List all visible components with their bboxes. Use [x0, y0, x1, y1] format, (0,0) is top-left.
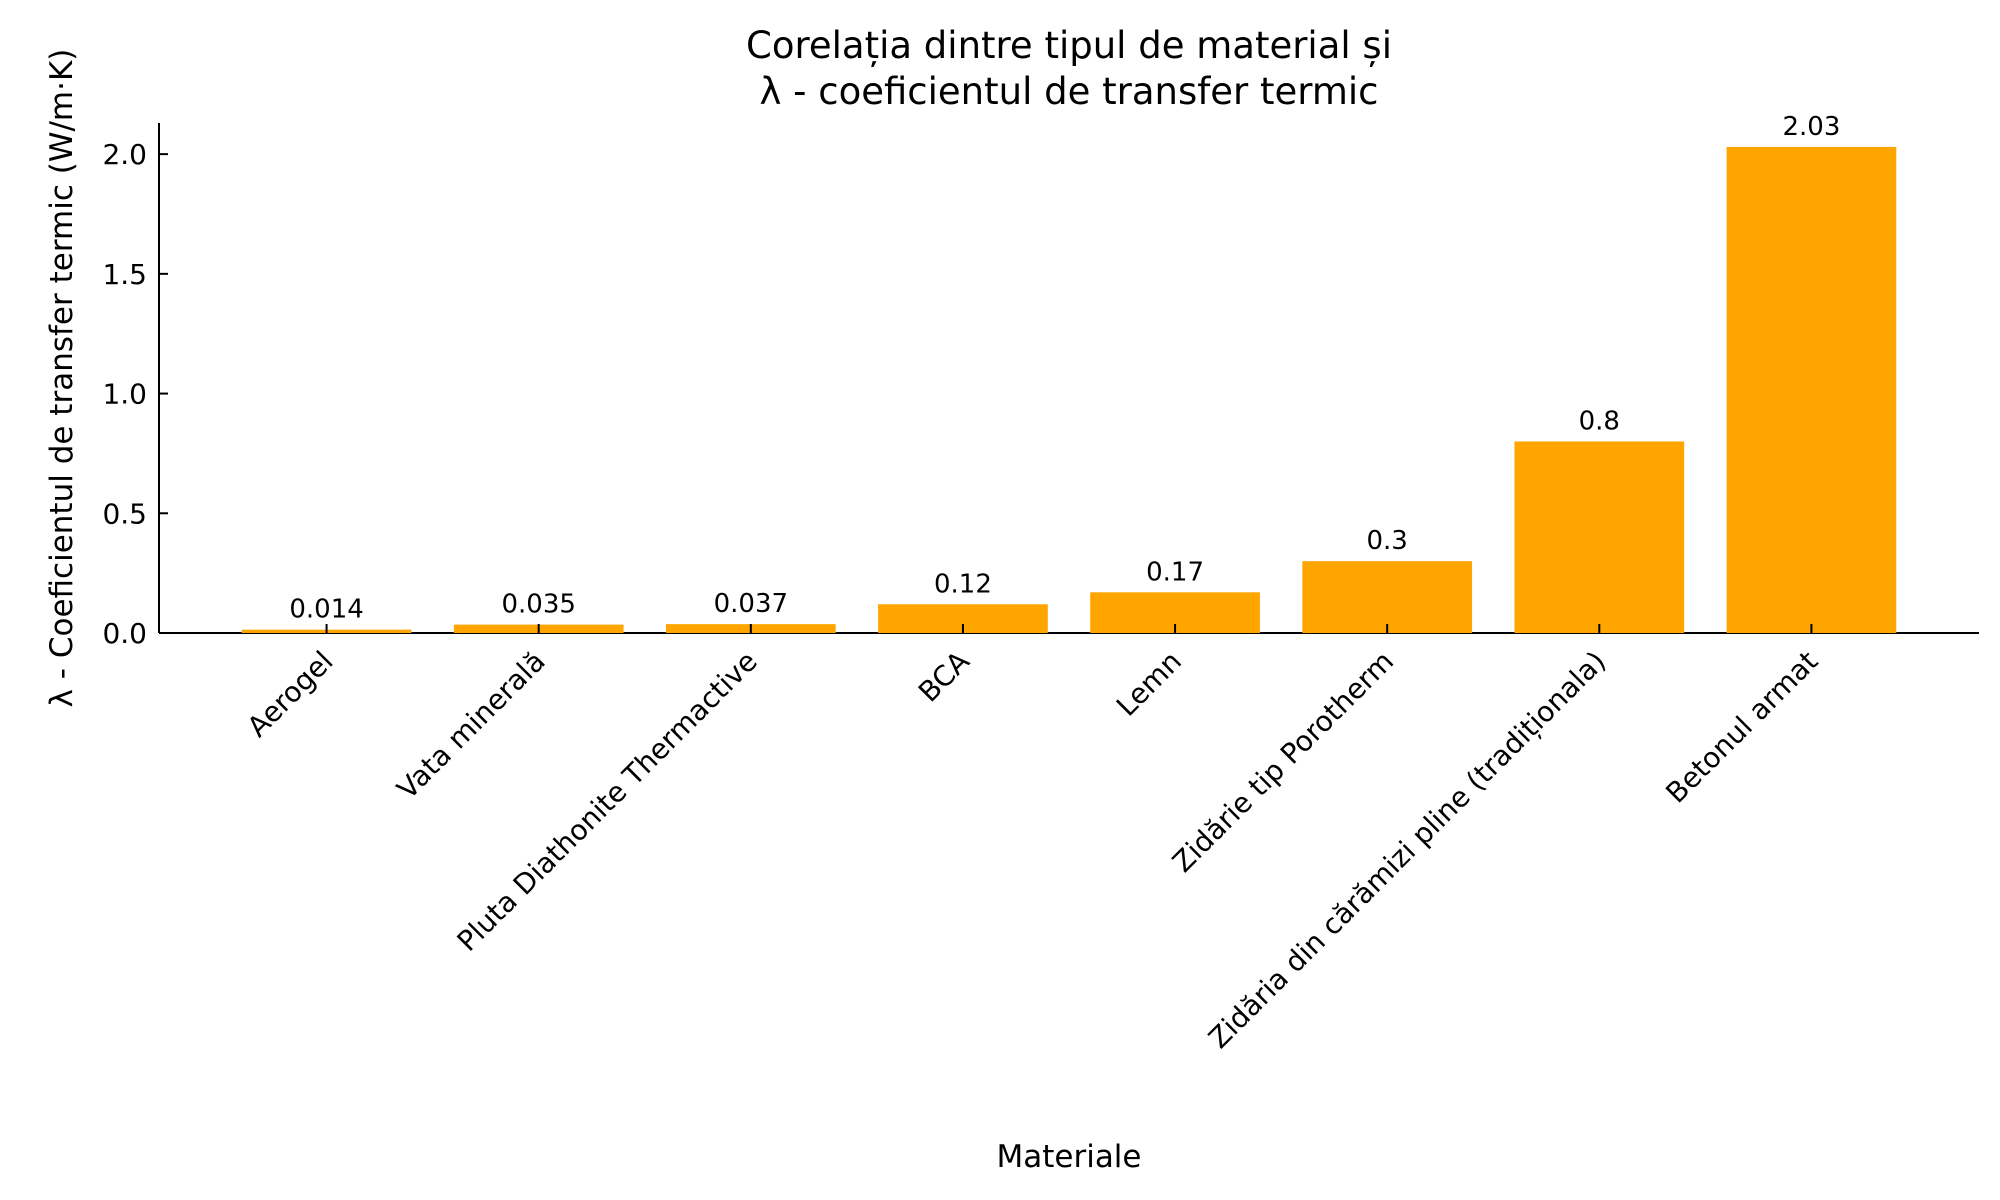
- x-tick-label: Betonul armat: [1659, 645, 1824, 810]
- x-tick-label: Aerogel: [241, 645, 340, 744]
- bar: [1514, 441, 1685, 633]
- bar: [1302, 561, 1473, 633]
- x-tick-label: Vata minerală: [391, 645, 552, 806]
- chart-title: Corelația dintre tipul de material și: [746, 24, 1392, 67]
- value-label: 0.035: [501, 590, 575, 620]
- value-label: 0.17: [1146, 557, 1204, 587]
- y-tick-label: 0.0: [102, 617, 147, 650]
- y-tick-label: 1.5: [102, 258, 147, 291]
- value-label: 2.03: [1782, 112, 1840, 142]
- y-tick-label: 1.0: [102, 378, 147, 411]
- x-tick-label: Zidărie tip Porotherm: [1166, 645, 1400, 879]
- y-tick-label: 2.0: [102, 138, 147, 171]
- x-tick-label: Zidăria din cărămizi pline (tradiționala…: [1202, 645, 1612, 1055]
- chart-title: λ - coeficientul de transfer termic: [759, 70, 1378, 113]
- y-axis-label: λ - Coeficientul de transfer termic (W/m…: [44, 49, 80, 708]
- value-label: 0.3: [1367, 526, 1408, 556]
- value-label: 0.8: [1579, 406, 1620, 436]
- x-tick-label: Lemn: [1110, 645, 1188, 723]
- value-label: 0.014: [289, 595, 363, 625]
- value-label: 0.12: [934, 569, 992, 599]
- x-tick-label: BCA: [912, 645, 976, 709]
- x-axis-label: Materiale: [996, 1139, 1141, 1175]
- y-tick-label: 0.5: [102, 497, 147, 530]
- value-label: 0.037: [714, 589, 788, 619]
- bar: [1726, 146, 1897, 633]
